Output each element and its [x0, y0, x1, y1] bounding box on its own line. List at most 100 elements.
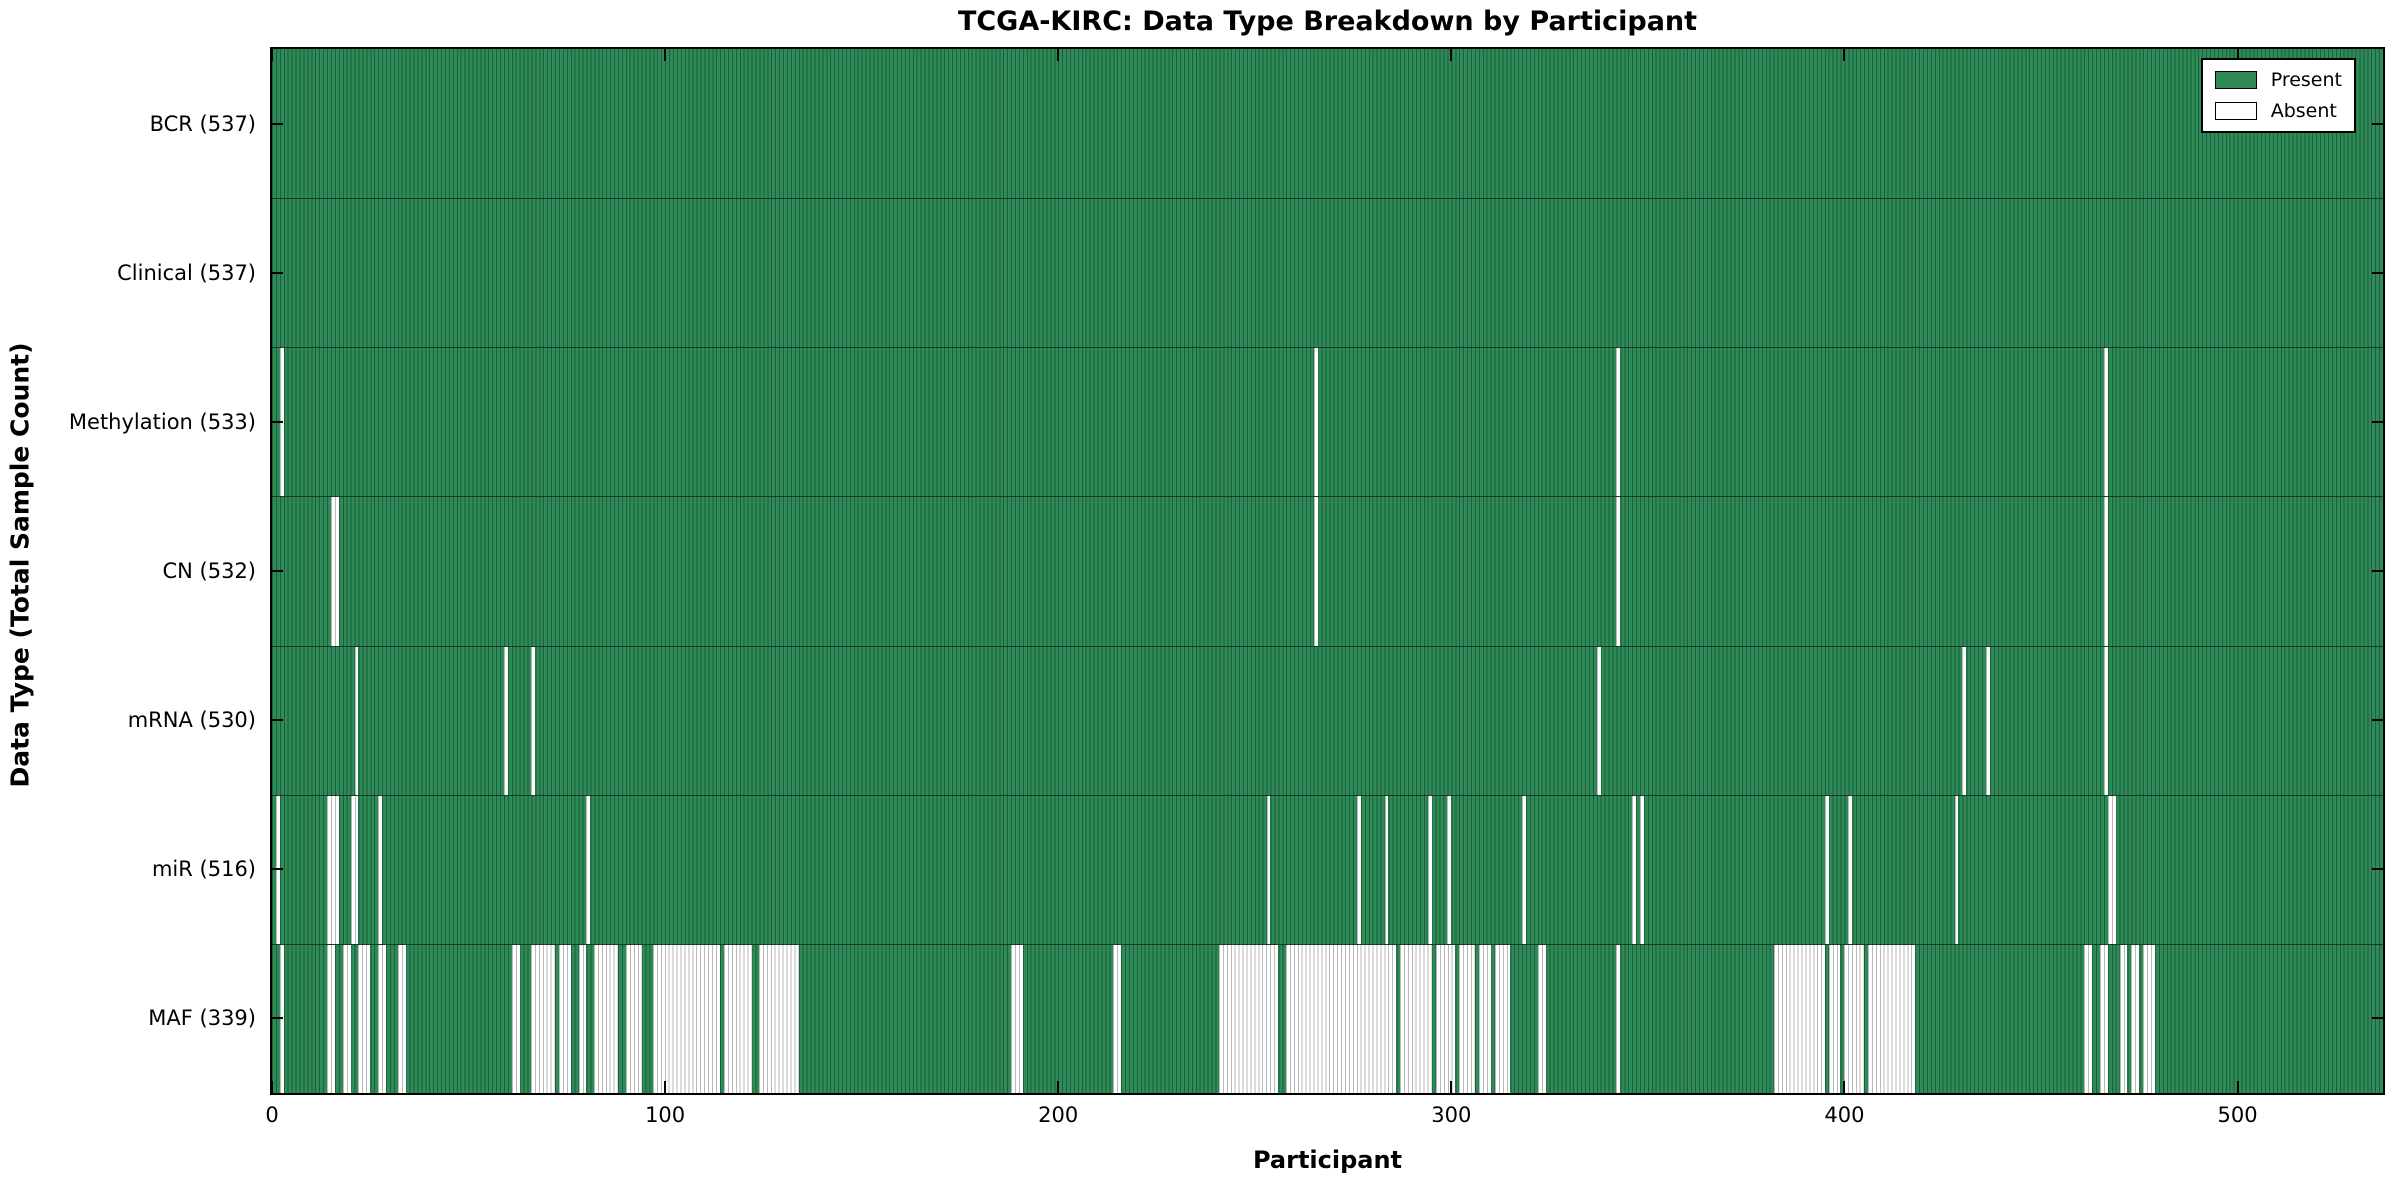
absent-stripe	[1435, 944, 1456, 1093]
y-tick-mark	[272, 1017, 283, 1020]
absent-stripe	[378, 944, 386, 1093]
absent-stripe	[653, 944, 721, 1093]
absent-stripe	[1494, 944, 1511, 1093]
absent-stripe	[1537, 944, 1546, 1093]
y-tick-mark	[2372, 122, 2383, 125]
x-tick-mark	[664, 49, 667, 61]
absent-stripe	[1447, 795, 1452, 944]
absent-stripe	[1384, 795, 1389, 944]
absent-stripe	[558, 944, 571, 1093]
x-tick-mark	[1843, 49, 1846, 61]
y-tick-mark	[272, 868, 283, 871]
legend-present-label: Present	[2270, 69, 2342, 91]
x-tick-label: 0	[265, 1103, 279, 1127]
absent-stripe	[1985, 646, 1990, 795]
legend-absent-label: Absent	[2270, 100, 2337, 122]
absent-stripe	[2103, 348, 2108, 497]
absent-stripe	[397, 944, 406, 1093]
row-clinical	[272, 198, 2383, 348]
absent-stripe	[531, 646, 536, 795]
absent-stripe	[625, 944, 642, 1093]
y-tick-label: BCR (537)	[149, 111, 256, 136]
absent-stripe	[1828, 944, 1841, 1093]
absent-stripe	[759, 944, 799, 1093]
row-maf	[272, 943, 2383, 1093]
absent-stripe	[578, 944, 587, 1093]
absent-stripe	[1113, 944, 1122, 1093]
absent-stripe	[1848, 795, 1853, 944]
absent-stripe	[2084, 944, 2093, 1093]
absent-stripe	[1219, 944, 1279, 1093]
x-tick-mark	[271, 1081, 273, 1093]
x-tick-mark	[664, 1081, 667, 1093]
absent-stripe	[1616, 348, 1621, 497]
y-tick-mark	[272, 122, 283, 125]
y-tick-label: MAF (339)	[148, 1006, 256, 1031]
y-tick-mark	[272, 570, 283, 572]
absent-stripe	[330, 497, 339, 646]
x-tick-mark	[2236, 49, 2239, 61]
present-swatch	[2214, 71, 2257, 89]
absent-stripe	[1522, 795, 1526, 944]
absent-stripe	[1427, 795, 1432, 944]
y-tick-label: Clinical (537)	[117, 260, 256, 285]
absent-stripe	[594, 944, 618, 1093]
x-tick-mark	[271, 49, 273, 61]
plot-canvas	[272, 49, 2383, 1093]
x-tick-mark	[1450, 49, 1453, 61]
row-bcr	[272, 49, 2383, 199]
absent-stripe	[342, 944, 351, 1093]
y-tick-mark	[2372, 719, 2383, 722]
absent-stripe	[1954, 795, 1959, 944]
absent-stripe	[354, 646, 359, 795]
absent-stripe	[1824, 795, 1829, 944]
absent-stripe	[724, 944, 752, 1093]
y-tick-mark	[2372, 420, 2383, 423]
absent-stripe	[2119, 944, 2128, 1093]
absent-stripe	[1844, 944, 1865, 1093]
row-mrna	[272, 645, 2383, 795]
absent-stripe	[2103, 646, 2108, 795]
x-tick-label: 100	[645, 1103, 686, 1127]
row-cn	[272, 496, 2383, 646]
y-tick-mark	[272, 271, 283, 274]
x-tick-mark	[2236, 1081, 2239, 1093]
x-tick-mark	[1843, 1081, 1846, 1093]
absent-stripe	[327, 944, 335, 1093]
x-tick-label: 500	[2217, 1103, 2258, 1127]
absent-stripe	[1640, 795, 1644, 944]
x-tick-label: 400	[1824, 1103, 1865, 1127]
row-methylation	[272, 347, 2383, 497]
y-tick-label: Methylation (533)	[68, 409, 256, 434]
absent-stripe	[358, 944, 371, 1093]
y-tick-label: CN (532)	[162, 559, 256, 583]
row-mir	[272, 794, 2383, 944]
absent-stripe	[511, 944, 520, 1093]
x-tick-mark	[1450, 1081, 1453, 1093]
absent-stripe	[378, 795, 383, 944]
absent-stripe	[2131, 944, 2140, 1093]
absent-swatch	[2214, 102, 2257, 120]
absent-stripe	[1596, 646, 1601, 795]
legend-entry-absent: Absent	[2214, 100, 2342, 122]
absent-stripe	[1011, 944, 1023, 1093]
absent-stripe	[1313, 497, 1318, 646]
x-tick-label: 200	[1038, 1103, 1079, 1127]
absent-stripe	[586, 795, 591, 944]
absent-stripe	[1266, 795, 1271, 944]
absent-stripe	[1616, 497, 1621, 646]
absent-stripe	[327, 795, 339, 944]
absent-stripe	[2099, 944, 2108, 1093]
legend-entry-present: Present	[2214, 69, 2342, 91]
x-tick-label: 300	[1431, 1103, 1472, 1127]
chart-title: TCGA-KIRC: Data Type Breakdown by Partic…	[957, 6, 1698, 37]
absent-stripe	[503, 646, 508, 795]
absent-stripe	[1459, 944, 1475, 1093]
x-axis-label: Participant	[1252, 1146, 1403, 1174]
absent-stripe	[1478, 944, 1491, 1093]
x-tick-mark	[1057, 1081, 1060, 1093]
absent-stripe	[1773, 944, 1825, 1093]
absent-stripe	[531, 944, 556, 1093]
absent-stripe	[1286, 944, 1397, 1093]
